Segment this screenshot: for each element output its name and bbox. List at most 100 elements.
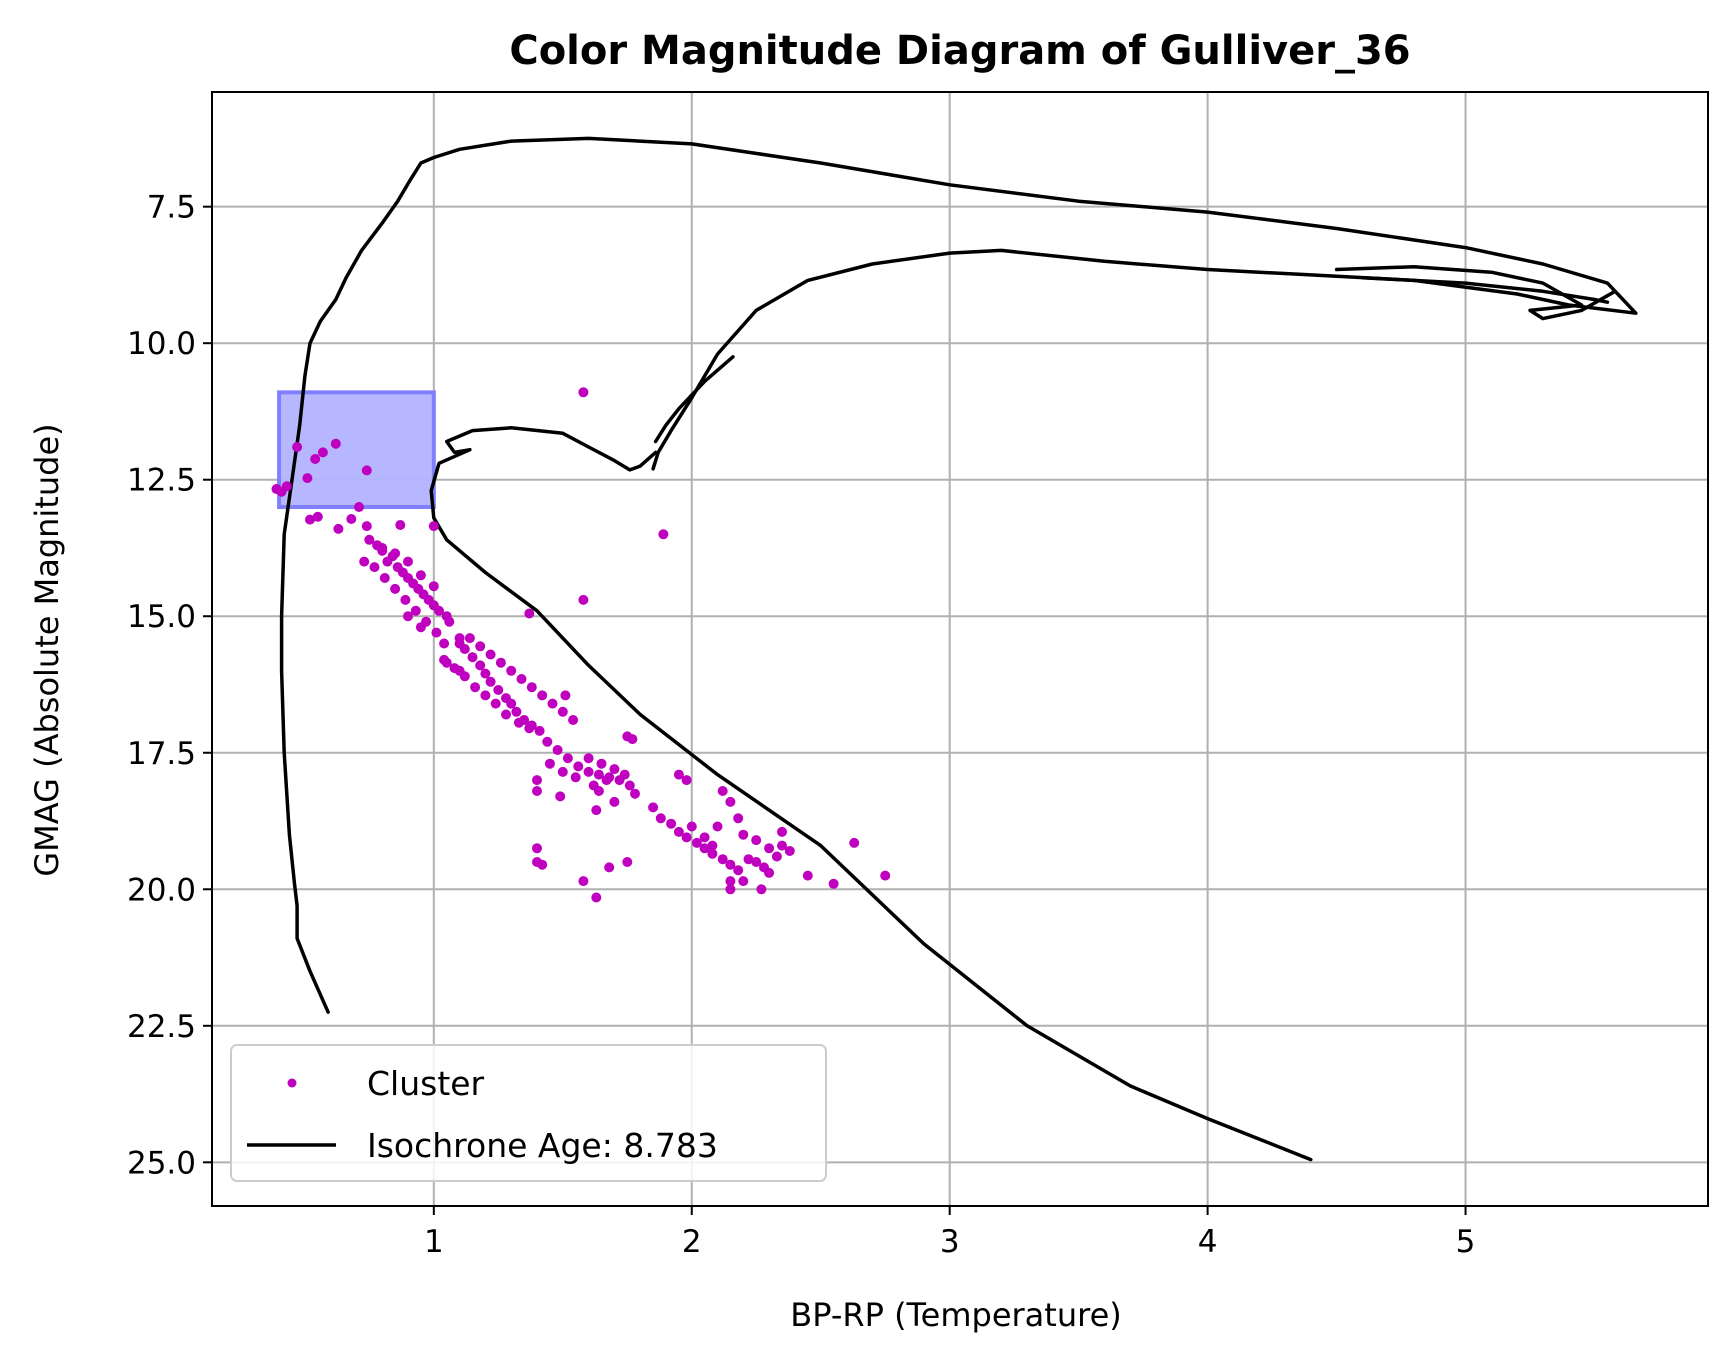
cluster-point xyxy=(555,791,566,802)
y-tick-label: 20.0 xyxy=(127,872,196,908)
cluster-point xyxy=(743,854,754,865)
cluster-point xyxy=(431,627,442,638)
cluster-point xyxy=(751,857,762,867)
cluster-point xyxy=(547,698,558,709)
x-tick-label: 3 xyxy=(940,1224,960,1260)
cluster-point xyxy=(532,775,542,786)
cluster-point xyxy=(490,698,501,709)
cluster-point xyxy=(524,723,535,734)
cluster-point xyxy=(390,583,401,594)
y-tick-label: 7.5 xyxy=(147,190,196,226)
cluster-point xyxy=(771,851,782,862)
cluster-point xyxy=(526,682,537,693)
cluster-point xyxy=(756,884,767,895)
cluster-point xyxy=(725,796,736,807)
grid-lines xyxy=(212,92,1708,1206)
cluster-point xyxy=(454,665,465,676)
y-tick-label: 17.5 xyxy=(127,736,196,772)
cluster-point xyxy=(557,766,568,777)
cluster-point xyxy=(475,641,486,652)
cluster-point xyxy=(802,870,813,881)
cluster-point xyxy=(390,548,401,559)
cluster-point xyxy=(534,725,545,736)
cluster-point xyxy=(557,706,568,717)
cluster-point xyxy=(485,649,496,660)
cluster-point xyxy=(377,543,388,553)
cluster-point xyxy=(428,521,439,532)
cluster-point xyxy=(524,608,535,619)
x-axis-label: BP-RP (Temperature) xyxy=(790,1296,1121,1334)
cluster-point xyxy=(591,805,602,816)
cluster-point xyxy=(717,854,728,865)
isochrone-line xyxy=(1360,275,1610,304)
cluster-point xyxy=(305,514,315,525)
cluster-point xyxy=(317,447,328,458)
cluster-point xyxy=(593,769,604,780)
cluster-point xyxy=(470,682,481,693)
cluster-point xyxy=(475,660,486,671)
cluster-point xyxy=(568,715,579,725)
cluster-point xyxy=(604,862,615,873)
legend: Cluster Isochrone Age: 8.783 xyxy=(230,1044,827,1182)
cluster-point xyxy=(849,837,860,848)
cluster-point xyxy=(537,690,548,701)
isochrone-line xyxy=(653,355,735,444)
cluster-point xyxy=(573,761,584,772)
cluster-point xyxy=(733,813,744,824)
isochrone-line xyxy=(1334,264,1617,321)
legend-label-cluster: Cluster xyxy=(367,1064,485,1103)
cluster-point xyxy=(292,442,303,452)
x-tick-label: 5 xyxy=(1456,1224,1476,1260)
cluster-point xyxy=(673,826,684,837)
cluster-point xyxy=(369,562,380,573)
cluster-point xyxy=(537,859,548,870)
cluster-point xyxy=(403,611,413,622)
cluster-point xyxy=(764,867,775,878)
cluster-point xyxy=(354,502,364,512)
cluster-point xyxy=(359,556,370,567)
legend-label-isochrone: Isochrone Age: 8.783 xyxy=(367,1126,718,1165)
cluster-point xyxy=(717,786,728,796)
cluster-point xyxy=(415,622,426,633)
cluster-point xyxy=(495,657,506,668)
cluster-point xyxy=(532,843,542,854)
cluster-point xyxy=(681,832,692,843)
cluster-point xyxy=(480,668,491,679)
cluster-point xyxy=(738,829,749,840)
cluster-point xyxy=(346,514,357,524)
cluster-point xyxy=(480,690,491,701)
cluster-point xyxy=(310,454,321,464)
cluster-point xyxy=(751,835,762,846)
cluster-point xyxy=(444,616,455,627)
y-tick-label: 10.0 xyxy=(127,326,196,362)
cluster-point xyxy=(622,731,633,742)
axis-ticks: 1 2 3 4 5 7.5 10.0 12.5 15.0 17.5 20.0 22.5 25.0 xyxy=(127,190,1475,1260)
cluster-point xyxy=(777,840,787,851)
cluster-point xyxy=(410,605,421,616)
cluster-point xyxy=(333,523,344,534)
cluster-point xyxy=(578,387,589,398)
cluster-point xyxy=(699,843,710,854)
cluster-point xyxy=(312,511,323,522)
cluster-point xyxy=(738,876,749,887)
cluster-point xyxy=(403,556,413,567)
cluster-point xyxy=(619,769,630,780)
cluster-point xyxy=(464,633,475,644)
cluster-point xyxy=(601,775,612,786)
cluster-point xyxy=(439,638,450,649)
isochrone-line xyxy=(429,426,1313,1162)
cluster-point xyxy=(609,796,620,807)
cluster-point xyxy=(560,690,571,701)
x-tick-label: 4 xyxy=(1198,1224,1218,1260)
cluster-point xyxy=(562,753,573,764)
cluster-point xyxy=(828,878,839,889)
isochrone-series xyxy=(279,136,1638,1162)
cluster-point xyxy=(544,758,555,769)
cluster-point xyxy=(542,736,553,747)
cluster-point xyxy=(622,857,633,867)
cluster-point xyxy=(583,766,594,777)
cluster-point xyxy=(532,786,542,796)
legend-marker-cluster xyxy=(287,1078,297,1088)
cluster-point xyxy=(764,843,775,854)
